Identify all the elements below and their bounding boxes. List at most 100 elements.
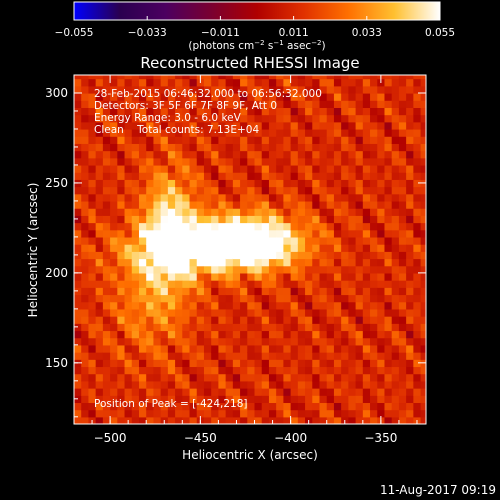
heatmap-cell (131, 280, 140, 288)
heatmap-cell (88, 294, 97, 303)
heatmap-cell (146, 114, 155, 123)
heatmap-cell (240, 136, 248, 144)
heatmap-cell (146, 359, 155, 368)
heatmap-cell (225, 416, 234, 424)
heatmap-cell (276, 265, 284, 274)
heatmap-cell (341, 75, 349, 80)
heatmap-cell (326, 352, 335, 360)
heatmap-cell (348, 179, 357, 188)
heatmap-cell (124, 150, 133, 159)
heatmap-cell (420, 75, 426, 80)
heatmap-cell (384, 244, 393, 252)
heatmap-cell (261, 344, 270, 353)
heatmap-cell (398, 121, 407, 130)
heatmap-cell (406, 114, 414, 123)
heatmap-cell (88, 352, 97, 360)
heatmap-cell (384, 344, 393, 353)
heatmap-cell (138, 294, 147, 303)
heatmap-cell (211, 280, 220, 288)
heatmap-cell (124, 301, 133, 310)
heatmap-cell (312, 287, 321, 296)
heatmap-cell (326, 193, 335, 202)
heatmap-cell (268, 287, 277, 296)
heatmap-cell (240, 373, 248, 382)
heatmap-cell (276, 208, 284, 216)
heatmap-cell (413, 301, 422, 310)
heatmap-cell (370, 301, 378, 310)
heatmap-cell (406, 352, 414, 360)
heatmap-cell (261, 193, 270, 202)
heatmap-cell (95, 402, 104, 411)
heatmap-cell (189, 416, 198, 424)
heatmap-cell (175, 114, 183, 123)
heatmap-cell (398, 316, 407, 324)
heatmap-cell (420, 265, 426, 274)
heatmap-cell (196, 366, 205, 375)
heatmap-cell (131, 409, 140, 418)
heatmap-cell (333, 136, 342, 144)
heatmap-cell (211, 373, 220, 382)
heatmap-cell (391, 179, 400, 188)
heatmap-cell (276, 157, 284, 166)
heatmap-cell (232, 236, 241, 245)
heatmap-cell (297, 143, 306, 152)
heatmap-cell (196, 164, 205, 173)
heatmap-cell (131, 100, 140, 108)
heatmap-cell (138, 172, 147, 180)
heatmap-cell (196, 323, 205, 332)
heatmap-cell (182, 352, 191, 360)
heatmap-cell (240, 395, 248, 404)
heatmap-cell (167, 308, 176, 317)
heatmap-cell (218, 172, 227, 180)
heatmap-cell (102, 157, 111, 166)
heatmap-cell (131, 85, 140, 94)
heatmap-cell (160, 157, 169, 166)
heatmap-cell (182, 157, 191, 166)
heatmap-cell (312, 222, 321, 231)
heatmap-cell (420, 337, 426, 346)
heatmap-cell (370, 236, 378, 245)
heatmap-cell (95, 352, 104, 360)
heatmap-cell (247, 323, 256, 332)
heatmap-cell (167, 215, 176, 224)
heatmap-cell (341, 380, 349, 389)
heatmap-cell (319, 416, 328, 424)
heatmap-cell (189, 388, 198, 396)
heatmap-cell (384, 402, 393, 411)
heatmap-cell (355, 308, 364, 317)
heatmap-cell (420, 330, 426, 339)
heatmap-cell (117, 294, 126, 303)
heatmap-cell (341, 179, 349, 188)
heatmap-cell (305, 229, 313, 238)
heatmap-cell (189, 344, 198, 353)
heatmap-cell (355, 272, 364, 281)
heatmap-cell (225, 265, 234, 274)
heatmap-cell (203, 366, 212, 375)
heatmap-cell (305, 323, 313, 332)
heatmap-cell (146, 258, 155, 267)
heatmap-cell (370, 172, 378, 180)
annotation-detectors: Detectors: 3F 5F 6F 7F 8F 9F, Att 0 (94, 100, 277, 112)
heatmap-cell (110, 359, 118, 368)
heatmap-cell (189, 366, 198, 375)
heatmap-cell (398, 287, 407, 296)
heatmap-cell (297, 150, 306, 159)
heatmap-cell (297, 244, 306, 252)
heatmap-cell (240, 294, 248, 303)
heatmap-cell (232, 193, 241, 202)
heatmap-cell (384, 409, 393, 418)
heatmap-cell (117, 380, 126, 389)
heatmap-cell (391, 222, 400, 231)
heatmap-cell (131, 150, 140, 159)
heatmap-cell (211, 344, 220, 353)
heatmap-cell (153, 128, 162, 137)
heatmap-cell (312, 208, 321, 216)
heatmap-cell (81, 294, 90, 303)
heatmap-cell (196, 373, 205, 382)
heatmap-cell (203, 416, 212, 424)
heatmap-cell (102, 258, 111, 267)
heatmap-cell (370, 78, 378, 87)
annotation-clean-counts: Clean Total counts: 7.13E+04 (94, 124, 259, 136)
heatmap-cell (240, 107, 248, 116)
